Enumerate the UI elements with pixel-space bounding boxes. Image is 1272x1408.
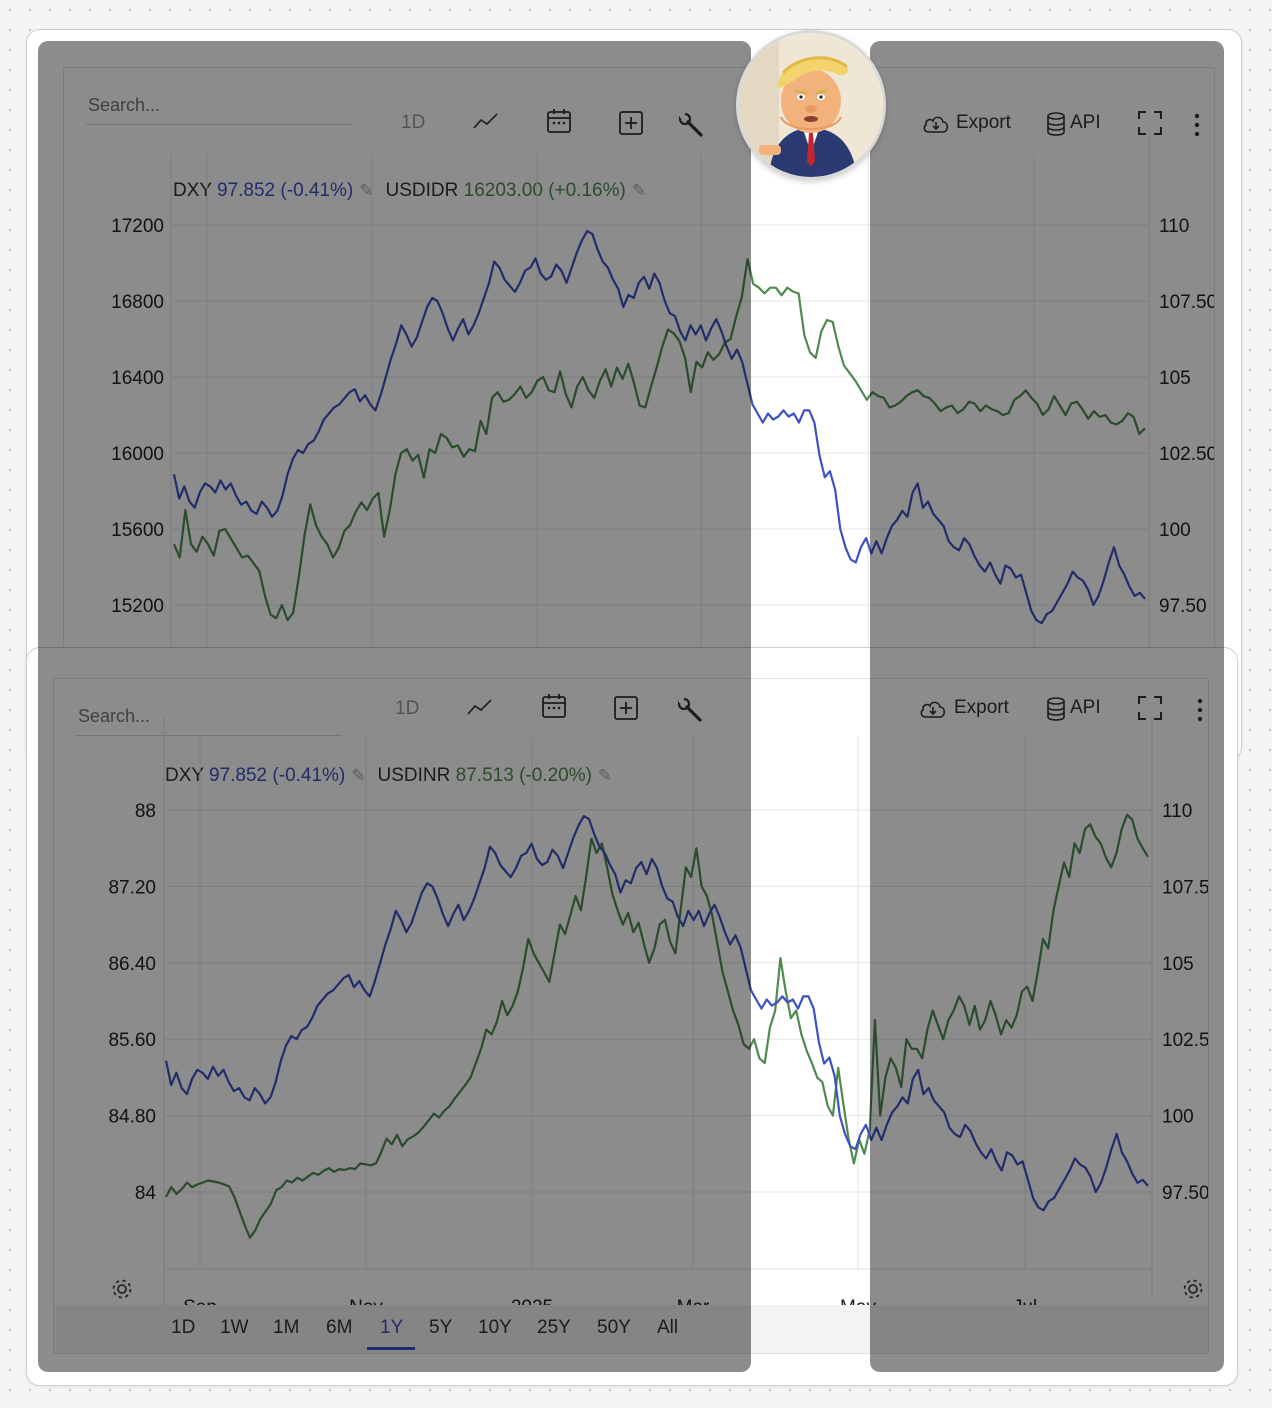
search-input[interactable] (86, 86, 352, 125)
database-icon[interactable] (1045, 696, 1067, 722)
api-button[interactable]: API (1070, 697, 1101, 718)
chart-card-usdinr: 1D Export API DXY 97.852 (-0.41%) ✎ USDINR… (26, 647, 1238, 1386)
range-button-50y[interactable]: 50Y (597, 1317, 631, 1338)
right-axis-tick-label: 102.50 (1159, 444, 1215, 465)
more-vertical-icon[interactable] (1195, 697, 1205, 723)
left-axis-tick-label: 15200 (111, 596, 164, 617)
cloud-download-icon[interactable] (918, 697, 948, 721)
range-button-25y[interactable]: 25Y (537, 1317, 571, 1338)
range-button-1w[interactable]: 1W (220, 1317, 249, 1338)
cartoon-avatar-icon (736, 30, 886, 180)
legend-pair-symbol: USDINR (377, 765, 451, 786)
series-line-usdidr (172, 258, 1146, 622)
legend-pair-symbol: USDIDR (385, 180, 459, 201)
series-line-dxy (164, 815, 1149, 1212)
chart-type-icon[interactable] (472, 110, 500, 134)
legend-dxy-symbol: DXY (173, 180, 212, 201)
interval-button[interactable]: 1D (401, 112, 426, 133)
api-button[interactable]: API (1070, 112, 1101, 133)
wrench-icon[interactable] (676, 696, 704, 724)
edit-pencil-icon[interactable]: ✎ (631, 181, 647, 200)
chart-legend: DXY 97.852 (-0.41%) ✎ USDIDR 16203.00 (+0.… (173, 180, 658, 202)
chart-widget: 1D Export API DXY 97.852 (-0.41%) ✎ USDINR… (53, 678, 1209, 1354)
legend-pair-change: (+0.16%) (548, 180, 626, 201)
database-icon[interactable] (1045, 111, 1067, 137)
series-line-dxy (172, 230, 1146, 625)
left-axis-tick-label: 84 (135, 1183, 157, 1204)
left-axis-tick-label: 16000 (111, 444, 164, 465)
range-button-1d[interactable]: 1D (171, 1317, 196, 1338)
legend-pair-value: 87.513 (455, 765, 514, 786)
add-indicator-icon[interactable] (617, 109, 645, 137)
chart-legend: DXY 97.852 (-0.41%) ✎ USDINR 87.513 (-0.20… (165, 765, 624, 787)
range-button-5y[interactable]: 5Y (429, 1317, 453, 1338)
edit-pencil-icon[interactable]: ✎ (597, 766, 613, 785)
left-axis-tick-label: 87.20 (108, 877, 156, 898)
right-axis-tick-label: 100 (1159, 520, 1191, 541)
dim-overlay (870, 41, 1224, 1372)
chart-type-icon[interactable] (466, 696, 494, 720)
right-axis-tick-label: 97.50 (1162, 1183, 1209, 1204)
export-button[interactable]: Export (956, 112, 1011, 133)
legend-dxy-value: 97.852 (209, 765, 268, 786)
left-axis-tick-label: 88 (135, 801, 156, 822)
range-button-10y[interactable]: 10Y (478, 1317, 512, 1338)
left-axis-tick-label: 84.80 (108, 1107, 156, 1128)
left-axis-tick-label: 16800 (111, 292, 164, 313)
left-axis-tick-label: 86.40 (108, 954, 156, 975)
chart-plot-usdidr[interactable]: 17200 16800 16400 16000 15600 15200 110 107.50 1… (64, 68, 1214, 768)
right-axis-tick-label: 107.50 (1159, 292, 1215, 313)
legend-pair-value: 16203.00 (463, 180, 543, 201)
left-axis-tick-label: 15600 (111, 520, 164, 541)
range-button-1y[interactable]: 1Y (380, 1317, 404, 1338)
legend-dxy-value: 97.852 (217, 180, 276, 201)
range-selector: 1D 1W 1M 6M 1Y 5Y 10Y 25Y 50Y All (54, 1305, 1208, 1353)
calendar-icon[interactable] (545, 107, 573, 135)
search-input[interactable] (76, 697, 342, 736)
active-range-underline (367, 1347, 415, 1350)
right-axis-tick-label: 107.50 (1162, 877, 1209, 898)
interval-button[interactable]: 1D (395, 698, 420, 719)
add-indicator-icon[interactable] (612, 694, 640, 722)
dim-overlay (38, 41, 751, 1372)
left-axis-tick-label: 17200 (111, 216, 164, 237)
edit-pencil-icon[interactable]: ✎ (359, 181, 374, 200)
gear-icon[interactable] (1181, 1277, 1205, 1301)
legend-pair-change: (-0.20%) (519, 765, 592, 786)
wrench-icon[interactable] (677, 111, 705, 139)
legend-dxy-change: (-0.41%) (272, 765, 346, 786)
more-vertical-icon[interactable] (1192, 112, 1202, 138)
fullscreen-icon[interactable] (1137, 695, 1163, 721)
edit-pencil-icon[interactable]: ✎ (351, 766, 366, 785)
right-axis-tick-label: 110 (1162, 801, 1192, 822)
series-line-usdinr (165, 813, 1149, 1239)
legend-dxy-symbol: DXY (165, 765, 204, 786)
left-axis-tick-label: 85.60 (108, 1030, 156, 1051)
range-button-1m[interactable]: 1M (273, 1317, 300, 1338)
right-axis-tick-label: 105 (1162, 954, 1194, 975)
fullscreen-icon[interactable] (1137, 110, 1163, 136)
cloud-download-icon[interactable] (921, 112, 951, 136)
export-button[interactable]: Export (954, 697, 1009, 718)
gear-icon[interactable] (110, 1277, 134, 1301)
right-axis-tick-label: 105 (1159, 368, 1191, 389)
calendar-icon[interactable] (540, 692, 568, 720)
range-button-all[interactable]: All (657, 1317, 679, 1338)
right-axis-tick-label: 110 (1159, 216, 1189, 237)
right-axis-tick-label: 102.50 (1162, 1030, 1209, 1051)
range-button-6m[interactable]: 6M (326, 1317, 353, 1338)
right-axis-tick-label: 100 (1162, 1107, 1194, 1128)
left-axis-tick-label: 16400 (111, 368, 164, 389)
right-axis-tick-label: 97.50 (1159, 596, 1207, 617)
legend-dxy-change: (-0.41%) (280, 180, 354, 201)
